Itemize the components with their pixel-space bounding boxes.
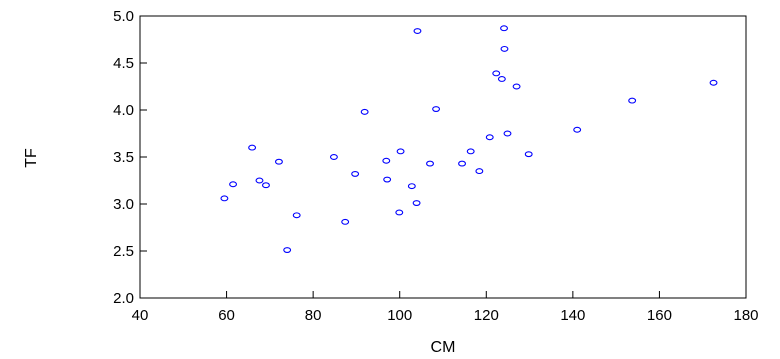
scatter-point [292, 212, 301, 219]
x-tick-label: 100 [387, 307, 412, 324]
scatter-point [407, 183, 416, 190]
y-tick-label: 2.5 [113, 243, 134, 260]
scatter-point [500, 45, 509, 52]
scatter-point [709, 79, 718, 86]
scatter-point [492, 70, 501, 77]
scatter-point [628, 97, 637, 104]
x-tick-label: 180 [733, 307, 758, 324]
scatter-point [220, 195, 229, 202]
scatter-point [500, 25, 508, 32]
scatter-point [255, 177, 264, 184]
scatter-point [466, 148, 475, 155]
scatter-point [573, 126, 582, 133]
scatter-point [432, 106, 441, 113]
scatter-point [274, 158, 283, 165]
scatter-point [248, 144, 257, 151]
x-tick-label: 60 [218, 307, 235, 324]
scatter-point [475, 168, 484, 175]
y-tick-label: 4.5 [113, 55, 134, 72]
x-tick-label: 80 [305, 307, 322, 324]
y-tick-label: 3.5 [113, 149, 134, 166]
y-axis-title: TF [23, 148, 40, 168]
y-tick-label: 3.0 [113, 196, 134, 213]
scatter-point [382, 157, 391, 164]
scatter-point [329, 154, 338, 160]
scatter-point [360, 108, 369, 115]
x-tick-label: 40 [132, 307, 149, 324]
scatter-point [262, 182, 270, 189]
scatter-point [426, 160, 434, 167]
axes [139, 15, 747, 299]
scatter-point [503, 130, 512, 137]
y-tick-label: 5.0 [113, 8, 134, 25]
x-tick-label: 140 [560, 307, 585, 324]
scatter-point [412, 200, 421, 207]
scatter-point [524, 151, 533, 158]
scatter-point [396, 148, 405, 155]
data-points [220, 25, 718, 254]
scatter-point [341, 218, 350, 225]
y-tick-label: 2.0 [113, 290, 134, 307]
y-tick-label: 4.0 [113, 102, 134, 119]
scatter-point [351, 170, 360, 177]
x-axis-title: CM [431, 339, 456, 356]
scatter-point [283, 247, 292, 254]
scatter-point [413, 28, 422, 34]
scatter-point [383, 176, 392, 183]
plot-frame [139, 15, 747, 299]
scatter-point [512, 83, 521, 90]
scatter-point [229, 181, 238, 188]
scatter-point [458, 160, 466, 167]
scatter-point [485, 134, 494, 141]
x-tick-label: 120 [474, 307, 499, 324]
tick-marks: 2.0 2.5 3.0 3.5 4.0 4.5 5.0 40 60 80 100 120 140 160 1… [113, 8, 758, 324]
scatter-point [497, 76, 506, 82]
x-tick-label: 160 [647, 307, 672, 324]
scatter-point [395, 209, 404, 216]
